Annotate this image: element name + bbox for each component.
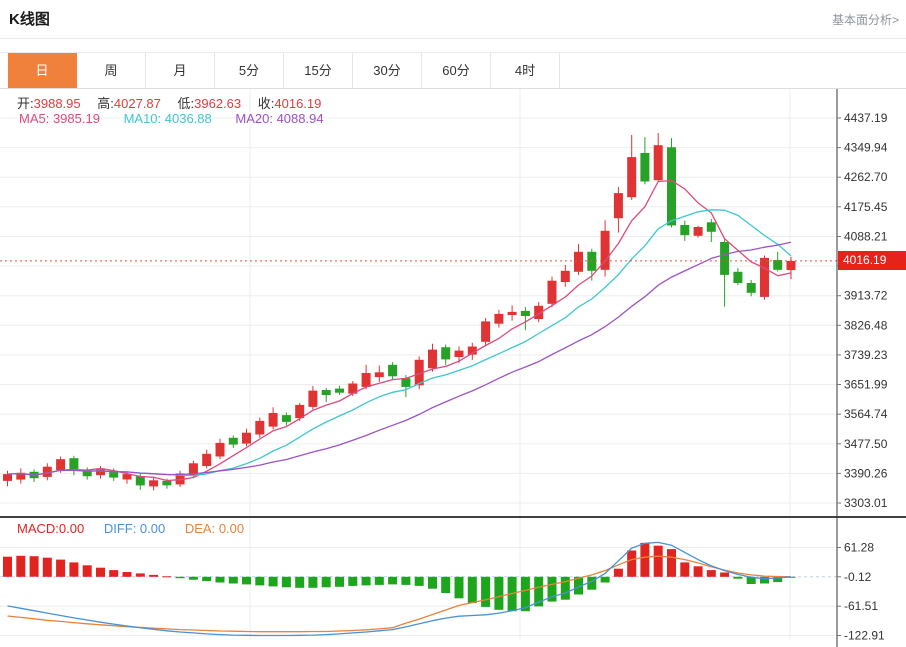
tab-15分[interactable]: 15分 xyxy=(284,53,353,88)
current-price-tag: 4016.19 xyxy=(838,251,906,271)
ma10-legend: MA10: 4036.88 xyxy=(123,111,212,126)
gridlines xyxy=(0,88,837,640)
svg-text:3477.50: 3477.50 xyxy=(844,437,888,451)
ma10-line xyxy=(7,209,792,477)
svg-text:-0.12: -0.12 xyxy=(844,570,872,584)
svg-text:3651.99: 3651.99 xyxy=(844,378,888,392)
ohlc-open: 开:3988.95 xyxy=(17,96,81,111)
svg-text:3564.74: 3564.74 xyxy=(844,407,888,421)
svg-text:4437.19: 4437.19 xyxy=(844,111,888,125)
tab-60分[interactable]: 60分 xyxy=(422,53,491,88)
dea-value-legend: DEA: 0.00 xyxy=(184,521,245,536)
svg-text:4349.94: 4349.94 xyxy=(844,141,888,155)
macd-value-legend: MACD:0.00 xyxy=(17,521,85,536)
ohlc-high: 高:4027.87 xyxy=(97,96,161,111)
ma20-line xyxy=(7,241,792,476)
svg-text:3739.23: 3739.23 xyxy=(844,348,888,362)
svg-text:-122.91: -122.91 xyxy=(844,629,885,643)
ma-legend: MA5: 3985.19 MA10: 4036.88 MA20: 4088.94 xyxy=(19,111,344,126)
macd-legend: MACD:0.00 DIFF: 0.00 DEA: 0.00 xyxy=(17,521,260,536)
diff-value-legend: DIFF: 0.00 xyxy=(103,521,166,536)
tab-月[interactable]: 月 xyxy=(146,53,215,88)
interval-tabbar: 日周月 5分 15分 30分 60分 4时 xyxy=(0,52,906,89)
fundamental-analysis-link[interactable]: 基本面分析> xyxy=(831,13,899,27)
ohlc-low: 低:3962.63 xyxy=(177,96,242,111)
diff-line xyxy=(7,541,792,637)
tab-周[interactable]: 周 xyxy=(77,53,146,88)
candles-layer xyxy=(3,133,796,491)
page-title: K线图 xyxy=(9,11,50,28)
svg-text:4262.70: 4262.70 xyxy=(844,170,888,184)
ma20-legend: MA20: 4088.94 xyxy=(235,111,324,126)
tab-5分[interactable]: 5分 xyxy=(215,53,284,88)
svg-text:61.28: 61.28 xyxy=(844,541,874,555)
ma5-line xyxy=(7,179,792,482)
svg-text:3303.01: 3303.01 xyxy=(844,496,888,510)
page-header: K线图 基本面分析> xyxy=(0,0,906,39)
svg-text:-61.51: -61.51 xyxy=(844,599,878,613)
tab-日[interactable]: 日 xyxy=(8,53,77,88)
svg-text:4088.21: 4088.21 xyxy=(844,230,888,244)
price-axis: 4437.194349.944262.704175.454088.214000.… xyxy=(836,88,888,647)
macd-histogram xyxy=(3,542,796,612)
tab-30分[interactable]: 30分 xyxy=(353,53,422,88)
svg-text:3913.72: 3913.72 xyxy=(844,289,888,303)
svg-text:3390.26: 3390.26 xyxy=(844,466,888,480)
svg-text:4175.45: 4175.45 xyxy=(844,200,888,214)
tab-4时[interactable]: 4时 xyxy=(491,53,560,88)
ohlc-close: 收:4016.19 xyxy=(257,96,322,111)
ma5-legend: MA5: 3985.19 xyxy=(19,111,100,126)
svg-text:3826.48: 3826.48 xyxy=(844,318,888,332)
ohlc-legend: 开:3988.95 高:4027.87 低:3962.63 收:4016.19 xyxy=(17,93,334,112)
